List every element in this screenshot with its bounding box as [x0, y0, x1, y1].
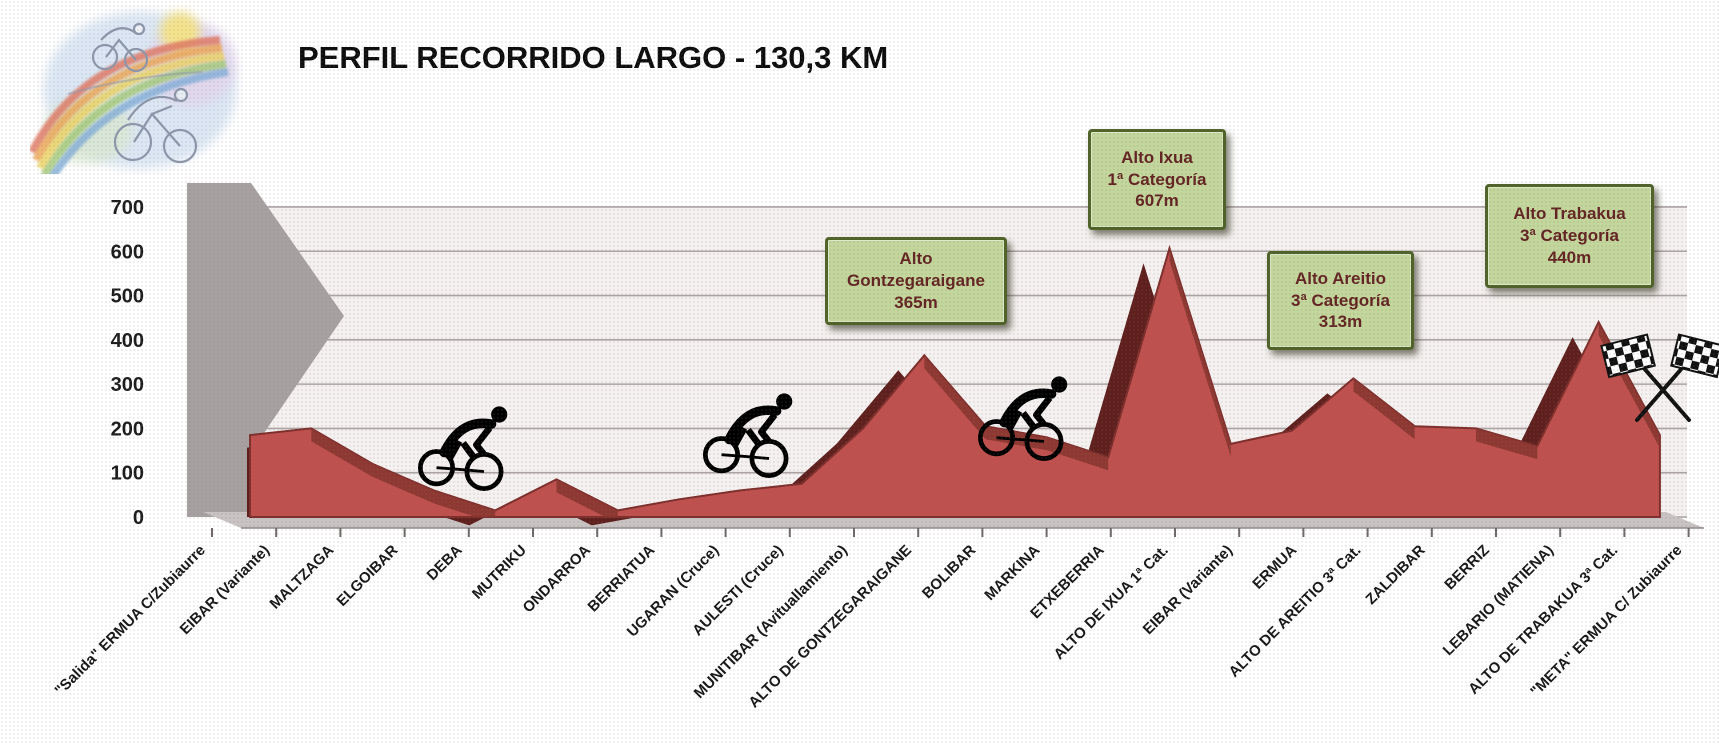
club-logo	[30, 12, 236, 174]
x-axis-label: BOLIBAR	[919, 542, 979, 602]
callout-line: 3ª Categoría	[1520, 226, 1619, 246]
x-axis-label: MALTZAGA	[266, 542, 337, 613]
callout-line: Alto	[899, 249, 933, 269]
callout-alto-trabakua: Alto Trabakua 3ª Categoría 440m	[1485, 184, 1654, 288]
x-axis-label: ALTO DE AREITIO 3ª Cat.	[1226, 542, 1365, 681]
callout-alto-gontzegaraigane: Alto Gontzegaraigane 365m	[825, 237, 1007, 325]
page-title: PERFIL RECORRIDO LARGO - 130,3 KM	[298, 40, 889, 75]
callout-line: Alto Areitio	[1295, 268, 1386, 288]
x-axis-label: ZALDIBAR	[1362, 542, 1428, 608]
y-axis-label: 400	[111, 330, 144, 352]
x-axis-label: MUTRIKU	[469, 542, 530, 603]
logo-cyclist-sketch	[67, 22, 203, 164]
logo-rainbow	[30, 36, 229, 174]
y-axis-label: 700	[111, 197, 144, 219]
x-axis-label: MARKINA	[981, 542, 1043, 604]
y-axis-label: 300	[111, 374, 144, 396]
callout-line: 607m	[1135, 191, 1179, 211]
x-axis-label: ELGOIBAR	[333, 542, 401, 610]
callout-line: 1ª Categoría	[1107, 169, 1207, 189]
x-axis-label: ALTO DE IXUA 1ª Cat.	[1051, 542, 1172, 663]
x-axis-label: ONDARROA	[520, 542, 595, 617]
y-axis-label: 500	[111, 286, 144, 308]
finish-flags-icon	[1600, 333, 1719, 422]
x-axis-label: ERMUA	[1249, 542, 1300, 593]
callout-line: 3ª Categoría	[1291, 290, 1390, 310]
callout-line: 313m	[1318, 312, 1363, 332]
callout-line: Alto Trabakua	[1513, 204, 1626, 224]
x-axis-label: DEBA	[424, 542, 466, 584]
callout-line: 365m	[894, 292, 938, 312]
y-axis-label: 0	[133, 507, 144, 529]
x-axis-label: BERRIZ	[1441, 542, 1493, 594]
y-axis-label: 100	[111, 463, 144, 485]
callout-line: Alto Ixua	[1121, 147, 1193, 167]
callout-line: 440m	[1547, 247, 1592, 267]
callout-alto-areitio: Alto Areitio 3ª Categoría 313m	[1267, 251, 1414, 350]
y-axis-label: 200	[111, 418, 144, 440]
chart-side-wall	[187, 183, 344, 517]
callout-line: Gontzegaraigane	[847, 271, 985, 291]
x-axis-label: LEBARIO (MATIENA)	[1440, 542, 1557, 659]
y-axis-label: 600	[111, 241, 144, 263]
callout-alto-ixua: Alto Ixua 1ª Categoría 607m	[1088, 129, 1226, 230]
